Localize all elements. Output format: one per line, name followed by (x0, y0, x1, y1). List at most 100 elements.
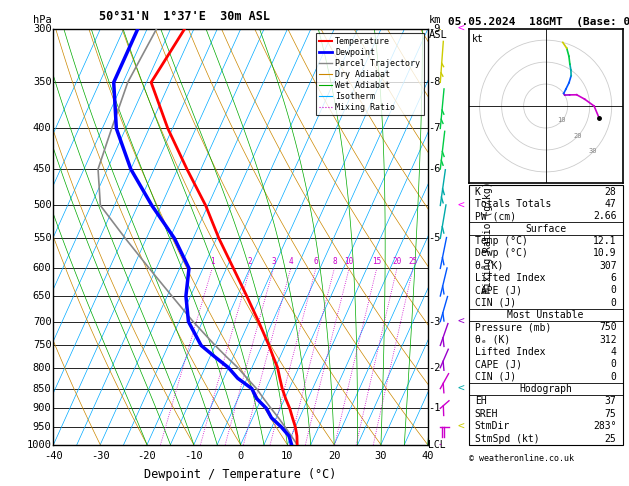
Text: 20: 20 (392, 257, 401, 266)
Text: PW (cm): PW (cm) (475, 211, 516, 221)
Text: Lifted Index: Lifted Index (475, 347, 545, 357)
Text: 700: 700 (33, 316, 52, 327)
Text: Surface: Surface (525, 224, 566, 234)
Text: 600: 600 (33, 263, 52, 274)
Text: θₑ (K): θₑ (K) (475, 335, 510, 345)
Text: 0: 0 (611, 285, 616, 295)
Text: 2: 2 (248, 257, 252, 266)
Legend: Temperature, Dewpoint, Parcel Trajectory, Dry Adiabat, Wet Adiabat, Isotherm, Mi: Temperature, Dewpoint, Parcel Trajectory… (316, 34, 423, 116)
Text: 950: 950 (33, 422, 52, 432)
Text: Totals Totals: Totals Totals (475, 199, 551, 209)
Text: 30: 30 (589, 149, 598, 155)
Text: 750: 750 (599, 322, 616, 332)
Text: 650: 650 (33, 291, 52, 301)
Text: 500: 500 (33, 200, 52, 210)
Text: 75: 75 (605, 409, 616, 419)
Text: 25: 25 (605, 434, 616, 444)
Text: -1: -1 (428, 403, 441, 413)
Text: 450: 450 (33, 164, 52, 174)
Text: -2: -2 (428, 363, 441, 373)
Text: 37: 37 (605, 397, 616, 406)
Text: 0: 0 (611, 360, 616, 369)
Text: 20: 20 (328, 451, 340, 461)
Text: -3: -3 (428, 316, 441, 327)
Text: <: < (457, 24, 464, 34)
Text: Pressure (mb): Pressure (mb) (475, 322, 551, 332)
Text: 6: 6 (611, 273, 616, 283)
Text: Dewp (°C): Dewp (°C) (475, 248, 528, 258)
Text: θₑ(K): θₑ(K) (475, 260, 504, 271)
Text: 3: 3 (271, 257, 276, 266)
Text: 10: 10 (345, 257, 353, 266)
Text: -5: -5 (428, 233, 441, 243)
Text: SREH: SREH (475, 409, 498, 419)
Text: 4: 4 (288, 257, 293, 266)
Text: K: K (475, 187, 481, 196)
Text: 05.05.2024  18GMT  (Base: 00): 05.05.2024 18GMT (Base: 00) (448, 17, 629, 27)
Text: 15: 15 (372, 257, 381, 266)
Text: 25: 25 (408, 257, 418, 266)
Text: ASL: ASL (428, 30, 447, 39)
Text: 300: 300 (33, 24, 52, 34)
Text: -10: -10 (184, 451, 203, 461)
Text: EH: EH (475, 397, 486, 406)
Text: -20: -20 (138, 451, 157, 461)
Text: 10.9: 10.9 (593, 248, 616, 258)
Text: -40: -40 (44, 451, 63, 461)
Text: <: < (457, 200, 464, 210)
Text: 47: 47 (605, 199, 616, 209)
Text: LCL: LCL (428, 440, 446, 450)
Text: 40: 40 (421, 451, 434, 461)
Text: 307: 307 (599, 260, 616, 271)
Text: -7: -7 (428, 123, 441, 134)
Text: 6: 6 (314, 257, 318, 266)
Text: 800: 800 (33, 363, 52, 373)
Text: Hodograph: Hodograph (519, 384, 572, 394)
Text: <: < (457, 316, 464, 327)
Text: -6: -6 (428, 164, 441, 174)
Text: -30: -30 (91, 451, 109, 461)
Text: 850: 850 (33, 383, 52, 394)
Text: 312: 312 (599, 335, 616, 345)
Text: CIN (J): CIN (J) (475, 297, 516, 308)
Text: 2.66: 2.66 (593, 211, 616, 221)
Text: 4: 4 (611, 347, 616, 357)
Text: CIN (J): CIN (J) (475, 372, 516, 382)
Text: Temp (°C): Temp (°C) (475, 236, 528, 246)
Text: kt: kt (472, 34, 484, 44)
Text: 0: 0 (611, 297, 616, 308)
Text: 8: 8 (332, 257, 337, 266)
Text: 50°31'N  1°37'E  30m ASL: 50°31'N 1°37'E 30m ASL (99, 10, 270, 23)
Text: CAPE (J): CAPE (J) (475, 285, 522, 295)
Text: © weatheronline.co.uk: © weatheronline.co.uk (469, 454, 574, 464)
Text: 10: 10 (557, 117, 565, 123)
Text: 0: 0 (611, 372, 616, 382)
Text: Lifted Index: Lifted Index (475, 273, 545, 283)
Text: 0: 0 (238, 451, 243, 461)
Text: -9: -9 (428, 24, 441, 34)
Text: Most Unstable: Most Unstable (508, 310, 584, 320)
Text: 30: 30 (375, 451, 387, 461)
Text: StmSpd (kt): StmSpd (kt) (475, 434, 540, 444)
Text: 28: 28 (605, 187, 616, 196)
Text: <: < (457, 383, 464, 394)
Text: 350: 350 (33, 77, 52, 87)
Text: 550: 550 (33, 233, 52, 243)
Text: Dewpoint / Temperature (°C): Dewpoint / Temperature (°C) (145, 468, 337, 481)
Text: 400: 400 (33, 123, 52, 134)
Text: 750: 750 (33, 340, 52, 350)
Text: hPa: hPa (33, 15, 52, 25)
Text: 20: 20 (573, 133, 582, 139)
Text: km: km (428, 15, 441, 25)
Text: 10: 10 (281, 451, 294, 461)
Text: 283°: 283° (593, 421, 616, 431)
Text: 1000: 1000 (26, 440, 52, 450)
Text: 1: 1 (210, 257, 214, 266)
Text: Mixing Ratio (g/kg): Mixing Ratio (g/kg) (482, 181, 493, 293)
Text: -8: -8 (428, 77, 441, 87)
Text: 12.1: 12.1 (593, 236, 616, 246)
Text: CAPE (J): CAPE (J) (475, 360, 522, 369)
Text: StmDir: StmDir (475, 421, 510, 431)
Text: 900: 900 (33, 403, 52, 413)
Text: <: < (457, 422, 464, 432)
